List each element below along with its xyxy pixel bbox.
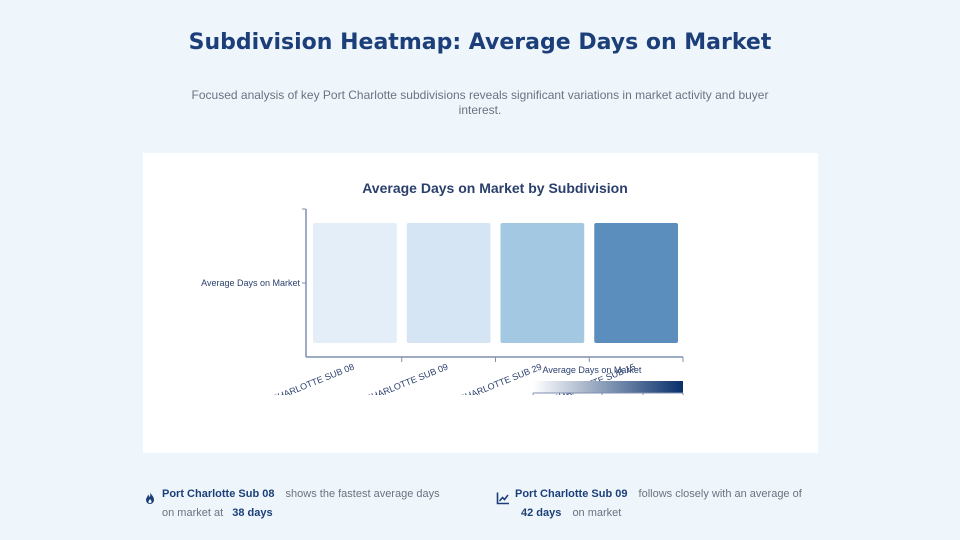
- insights-section: Port Charlotte Sub 08 shows the fastest …: [0, 485, 960, 535]
- x-tick-label: PORT CHARLOTTE SUB 09: [339, 362, 450, 414]
- insight-text: shows the fastest average days on market…: [162, 488, 440, 519]
- chart-title: Average Days on Market by Subdivision: [362, 180, 628, 196]
- heatmap-cell: [313, 223, 397, 343]
- page-title: Subdivision Heatmap: Average Days on Mar…: [188, 30, 772, 55]
- x-tick-label: PORT CHARLOTTE SUB 08: [245, 362, 356, 414]
- chart-card: Average Days on Market by Subdivision Av…: [143, 153, 818, 453]
- colorbar-label: Average Days on Market: [543, 365, 642, 375]
- insight-subdivision: Port Charlotte Sub 08: [162, 488, 275, 500]
- x-tick-label: PORT CHARLOTTE SUB 29: [433, 362, 544, 414]
- y-tick-label: Average Days on Market: [201, 278, 300, 288]
- heatmap-cell: [406, 223, 491, 343]
- insight-subdivision: Port Charlotte Sub 09: [515, 488, 628, 500]
- colorbar: [533, 381, 683, 393]
- insight-text-after: on market: [572, 507, 622, 519]
- heatmap-cell: [500, 223, 585, 343]
- insight-text: follows closely with an average of: [638, 488, 802, 500]
- chart-line-icon: [496, 492, 509, 505]
- insight-value: 38 days: [232, 507, 273, 519]
- page-subtitle: Focused analysis of key Port Charlotte s…: [191, 88, 769, 117]
- insight-value: 42 days: [521, 507, 562, 519]
- fire-icon: [146, 492, 154, 504]
- heatmap-cell: [594, 223, 678, 343]
- heatmap-chart: Average Days on Market by Subdivision Av…: [201, 180, 684, 414]
